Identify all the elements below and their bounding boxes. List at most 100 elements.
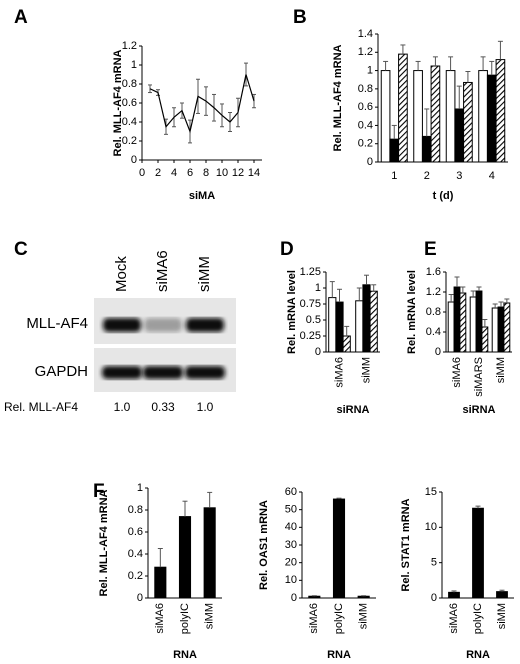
- x-tick-label: polyIC: [179, 603, 191, 634]
- y-tick-label: 1: [137, 482, 143, 494]
- data-line: [149, 74, 255, 134]
- x-tick-label: siMA6: [154, 603, 166, 634]
- bar: [369, 290, 378, 353]
- y-tick-label: 0.4: [426, 326, 441, 338]
- x-tick-label: siMARS: [473, 357, 485, 397]
- y-axis-label: Rel. STAT1 mRNA: [400, 498, 412, 591]
- x-tick-label: 0: [139, 167, 145, 179]
- bar: [421, 135, 432, 163]
- panel-letter: F: [93, 481, 105, 502]
- bar: [491, 307, 499, 353]
- x-tick-label: 2: [424, 170, 430, 182]
- bar: [503, 302, 511, 353]
- y-tick-label: 0.25: [300, 330, 321, 342]
- blot-band: [185, 366, 225, 379]
- y-tick-label: 50: [285, 504, 297, 516]
- y-axis-label: Rel. MLL-AF4 mRNA: [112, 49, 124, 156]
- panel-letter: C: [14, 239, 28, 260]
- x-tick-label: 4: [171, 167, 177, 179]
- y-tick-label: 0: [431, 592, 437, 604]
- x-tick-label: 3: [456, 170, 462, 182]
- blot-band: [144, 318, 182, 332]
- blot-band: [102, 366, 142, 379]
- bar: [472, 507, 484, 599]
- y-tick-label: 40: [285, 521, 297, 533]
- x-axis-label: RNA: [173, 649, 197, 661]
- y-tick-label: 0: [291, 592, 297, 604]
- y-tick-label: 0.4: [122, 116, 137, 128]
- x-tick-label: 14: [248, 167, 260, 179]
- y-tick-label: 0: [131, 154, 137, 166]
- y-axis-label: Rel. OAS1 mRNA: [258, 500, 270, 590]
- x-tick-label: polyIC: [333, 603, 345, 634]
- y-tick-label: 0.8: [128, 504, 143, 516]
- bar: [178, 516, 192, 599]
- y-tick-label: 1: [315, 282, 321, 294]
- bar: [478, 70, 488, 163]
- value-label: 0.33: [151, 400, 175, 414]
- x-tick-label: siMA6: [448, 603, 460, 634]
- y-tick-label: 0.8: [358, 83, 373, 95]
- bar: [463, 81, 473, 163]
- x-axis-label: RNA: [466, 649, 490, 661]
- x-tick-label: siMM: [360, 357, 372, 383]
- blot-band: [186, 318, 224, 332]
- bar: [398, 53, 408, 163]
- y-tick-label: 20: [285, 557, 297, 569]
- blot-band: [103, 318, 141, 332]
- y-tick-label: 0.8: [122, 78, 137, 90]
- bar: [357, 595, 370, 599]
- y-tick-label: 60: [285, 486, 297, 498]
- bar: [475, 290, 483, 353]
- bar: [362, 284, 371, 353]
- y-tick-label: 1.25: [300, 266, 321, 278]
- value-label-title: Rel. MLL-AF4: [4, 400, 78, 414]
- panel-letter: B: [293, 7, 307, 28]
- y-tick-label: 0.75: [300, 298, 321, 310]
- bar: [355, 300, 364, 353]
- bar: [389, 138, 400, 163]
- y-tick-label: 0.8: [426, 306, 441, 318]
- y-tick-label: 0: [315, 346, 321, 358]
- x-tick-label: siMA6: [333, 357, 345, 388]
- x-tick-label: siMM: [358, 603, 370, 629]
- y-tick-label: 0.4: [358, 119, 373, 131]
- y-tick-label: 0.4: [128, 548, 143, 560]
- y-tick-label: 0.5: [306, 314, 321, 326]
- x-tick-label: 6: [187, 167, 193, 179]
- y-tick-label: 1.6: [426, 266, 441, 278]
- bar: [497, 306, 505, 353]
- y-axis-label: Rel. MLL-AF4 mRNA: [98, 489, 110, 596]
- x-axis-label: RNA: [327, 649, 351, 661]
- row-label: GAPDH: [35, 363, 88, 380]
- panel-letter: D: [280, 239, 294, 260]
- value-label: 1.0: [197, 400, 214, 414]
- bar: [445, 70, 456, 163]
- bar: [413, 70, 423, 163]
- panel-letter: A: [14, 7, 28, 28]
- bar: [469, 296, 477, 353]
- bar: [332, 498, 346, 599]
- bar: [486, 74, 497, 163]
- x-tick-label: 12: [232, 167, 244, 179]
- bar: [454, 108, 465, 163]
- y-tick-label: 0.6: [122, 97, 137, 109]
- blot-band: [143, 366, 183, 379]
- y-tick-label: 1.2: [122, 40, 137, 52]
- bar: [154, 566, 167, 599]
- bar: [380, 70, 391, 163]
- x-axis-label: siRNA: [336, 404, 369, 416]
- bar: [448, 591, 460, 599]
- bar: [335, 301, 344, 353]
- bar: [447, 301, 455, 353]
- y-tick-label: 10: [285, 574, 297, 586]
- bar: [459, 292, 467, 353]
- y-tick-label: 1: [367, 64, 373, 76]
- y-tick-label: 0: [367, 156, 373, 168]
- y-tick-label: 0.6: [128, 526, 143, 538]
- bar: [495, 59, 506, 163]
- bar: [328, 297, 337, 353]
- x-tick-label: siMM: [204, 603, 216, 629]
- y-axis-label: Rel. MLL-AF4 mRNA: [332, 44, 344, 151]
